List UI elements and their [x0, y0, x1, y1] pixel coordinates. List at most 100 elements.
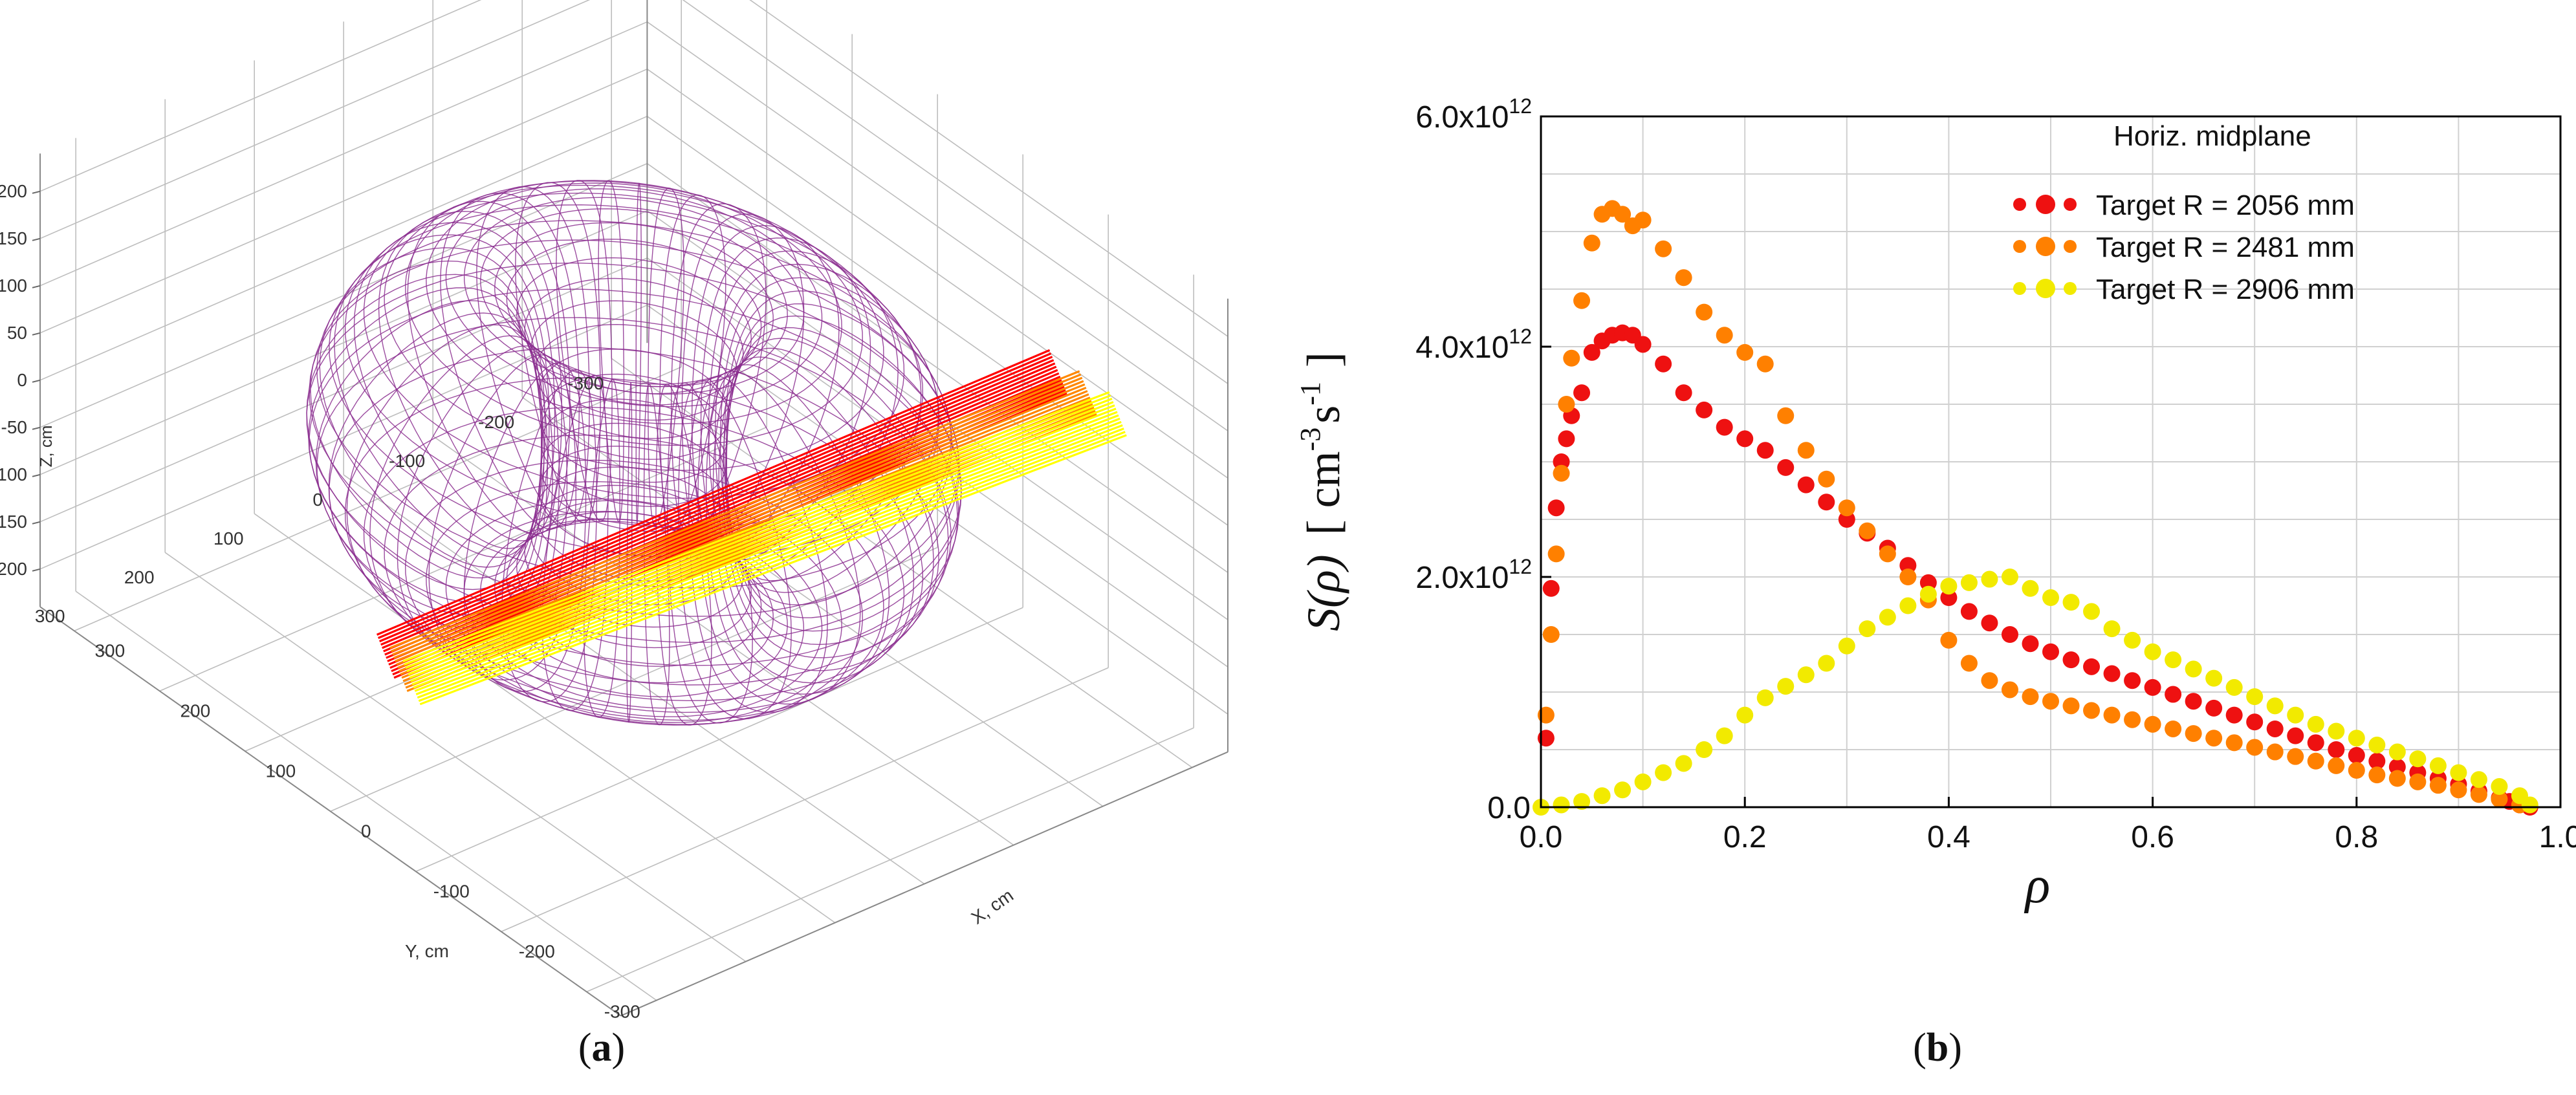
grid-line: [75, 591, 657, 1001]
data-point: [2205, 730, 2223, 747]
svg-text:(b): (b): [1913, 1026, 1962, 1070]
beam-line: [389, 370, 1080, 649]
data-point: [1655, 764, 1672, 781]
data-point: [2409, 750, 2427, 768]
data-point: [2388, 743, 2406, 761]
axis-edge: [39, 606, 622, 1017]
axes-box-grid: [39, 0, 1228, 1017]
data-point: [2368, 766, 2386, 784]
grid-line: [646, 21, 1228, 431]
caption-a-letter: a: [592, 1026, 612, 1070]
y-tick-label: 0.0: [1487, 791, 1531, 825]
torus-meridian: [306, 274, 542, 591]
torus-meridian: [584, 378, 620, 718]
beam-line: [392, 376, 1083, 656]
legend-marker: [2064, 198, 2077, 211]
beam-line: [379, 356, 1053, 643]
grid-line: [646, 210, 1228, 620]
legend-marker: [2036, 195, 2055, 214]
data-point: [2165, 651, 2182, 669]
data-point: [1838, 499, 1855, 517]
torus-meridian: [648, 188, 684, 527]
ylabel-func: S(ρ): [1298, 554, 1349, 631]
series-3: [1533, 569, 2538, 816]
grid-line: [432, 435, 1014, 846]
torus-meridian: [678, 380, 792, 720]
torus-meridian: [556, 180, 613, 522]
torus-meridian: [397, 345, 568, 668]
beam-line: [376, 349, 1051, 636]
torus-meridian: [725, 327, 958, 645]
data-point: [1614, 781, 1632, 799]
legend-marker: [2036, 237, 2055, 256]
data-point: [2246, 688, 2264, 706]
data-point: [2185, 693, 2202, 710]
legend-marker: [2013, 282, 2026, 295]
grid-line: [39, 305, 648, 570]
data-point: [2103, 706, 2121, 724]
data-point: [1655, 355, 1672, 373]
y-tick-label: 6.0x1012: [1415, 94, 1532, 135]
x-tick-label: 0.0: [1520, 820, 1563, 854]
data-point: [2185, 725, 2202, 743]
data-point: [1756, 442, 1774, 459]
beam-line: [383, 365, 1057, 653]
data-point: [2225, 706, 2243, 724]
torus-meridian: [515, 182, 601, 523]
z-tick-mark: [32, 473, 41, 477]
data-point: [2185, 660, 2202, 678]
data-point: [2022, 688, 2039, 706]
x-tick-label: 300: [94, 640, 125, 660]
data-point: [2124, 672, 2141, 689]
beam-line: [393, 380, 1084, 659]
beam-line: [386, 372, 1060, 659]
data-point: [2266, 743, 2284, 761]
data-point: [2287, 706, 2304, 724]
data-point: [2246, 739, 2264, 756]
torus-meridian: [635, 182, 642, 524]
torus-meridian: [463, 362, 587, 692]
torus-meridian: [705, 364, 890, 695]
torus-meridian: [655, 384, 712, 726]
data-point: [1558, 430, 1575, 448]
series-1: [1537, 324, 2538, 816]
beam-line: [391, 373, 1082, 653]
series-2: [1537, 200, 2528, 814]
data-point: [1553, 796, 1570, 814]
data-point: [1981, 570, 1998, 588]
torus-meridian: [714, 263, 922, 581]
caption-b: (b): [1913, 1026, 1962, 1070]
data-point: [2348, 762, 2365, 779]
caption-b-letter: b: [1927, 1026, 1948, 1070]
beam-line: [417, 428, 1124, 699]
data-point: [1899, 597, 1917, 614]
data-point: [1756, 355, 1774, 373]
x-tick-label: 1.0: [2539, 820, 2576, 854]
beam-line: [378, 352, 1052, 639]
data-point: [1634, 773, 1652, 790]
panel-a-plot: 200 150 100 50 0 -50 -100 -150 -200 -300 -200 -100 0…: [0, 0, 1228, 1070]
torus-meridian: [700, 237, 871, 560]
legend-label: Target R = 2481 mm: [2096, 232, 2355, 263]
torus-meridian: [722, 338, 949, 658]
legend-label: Target R = 2906 mm: [2096, 274, 2355, 305]
data-point: [1736, 430, 1754, 448]
grid-line: [164, 552, 747, 962]
ylabel-unit: [ cm: [1298, 451, 1349, 535]
torus-meridian: [440, 192, 580, 530]
data-point: [1583, 234, 1600, 252]
y-axis-title: S(ρ) [ cm-3 s-1]: [1294, 352, 1349, 631]
data-point: [1919, 574, 1937, 591]
z-tick-mark: [32, 237, 41, 241]
plot-frame: [1540, 115, 2562, 808]
torus-meridian: [712, 356, 915, 684]
legend-entry: Target R = 2481 mm: [2013, 232, 2355, 263]
data-point: [2144, 715, 2161, 733]
data-point: [1655, 240, 1672, 257]
grid-line: [254, 513, 836, 924]
legend-label: Target R = 2056 mm: [2096, 190, 2355, 221]
beam-line: [395, 383, 1086, 662]
beam-line: [409, 407, 1117, 679]
data-point: [1899, 569, 1917, 585]
beam-line: [405, 398, 1113, 669]
